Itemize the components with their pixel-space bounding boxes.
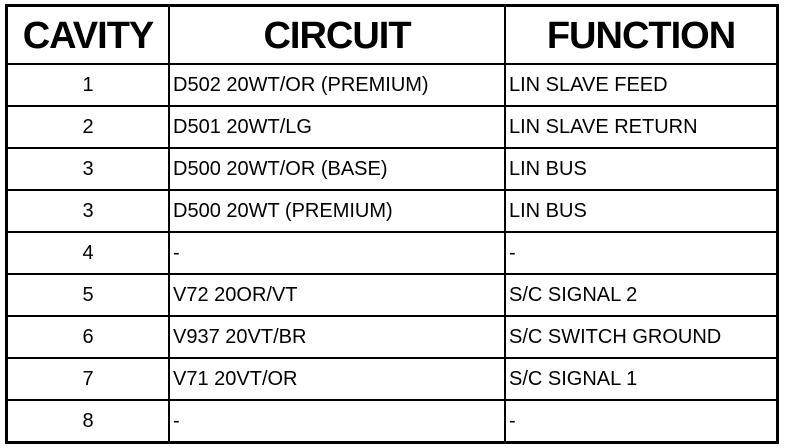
cell-function: - [504, 231, 779, 275]
table-row: 2 D501 20WT/LG LIN SLAVE RETURN [5, 105, 779, 149]
cell-cavity: 5 [5, 273, 170, 317]
header-row: CAVITY CIRCUIT FUNCTION [5, 4, 779, 65]
table-row: 6 V937 20VT/BR S/C SWITCH GROUND [5, 315, 779, 359]
cell-function: S/C SWITCH GROUND [504, 315, 779, 359]
cell-circuit: V937 20VT/BR [168, 315, 506, 359]
cell-circuit: V71 20VT/OR [168, 357, 506, 401]
cell-function: - [504, 399, 779, 444]
table-row: 1 D502 20WT/OR (PREMIUM) LIN SLAVE FEED [5, 63, 779, 107]
cell-function: LIN SLAVE FEED [504, 63, 779, 107]
cell-function: S/C SIGNAL 1 [504, 357, 779, 401]
cell-function: LIN BUS [504, 189, 779, 233]
cell-circuit: D500 20WT (PREMIUM) [168, 189, 506, 233]
table-row: 7 V71 20VT/OR S/C SIGNAL 1 [5, 357, 779, 401]
table-row: 4-- [5, 231, 779, 275]
cell-circuit: V72 20OR/VT [168, 273, 506, 317]
cell-function: S/C SIGNAL 2 [504, 273, 779, 317]
cell-cavity: 4 [5, 231, 170, 275]
cell-cavity: 1 [5, 63, 170, 107]
table-row: 3 D500 20WT/OR (BASE) LIN BUS [5, 147, 779, 191]
table-row: 3 D500 20WT (PREMIUM) LIN BUS [5, 189, 779, 233]
header-function: FUNCTION [504, 4, 779, 65]
header-circuit: CIRCUIT [168, 4, 506, 65]
cell-circuit: D501 20WT/LG [168, 105, 506, 149]
cell-cavity: 3 [5, 189, 170, 233]
table-row: 8-- [5, 399, 779, 444]
cell-circuit: - [168, 399, 506, 444]
table-body: 1 D502 20WT/OR (PREMIUM) LIN SLAVE FEED 2 D5… [5, 63, 779, 444]
cell-cavity: 6 [5, 315, 170, 359]
cell-cavity: 7 [5, 357, 170, 401]
cell-function: LIN SLAVE RETURN [504, 105, 779, 149]
cell-circuit: - [168, 231, 506, 275]
cell-cavity: 3 [5, 147, 170, 191]
cell-circuit: D502 20WT/OR (PREMIUM) [168, 63, 506, 107]
table-row: 5 V72 20OR/VT S/C SIGNAL 2 [5, 273, 779, 317]
cell-circuit: D500 20WT/OR (BASE) [168, 147, 506, 191]
header-cavity: CAVITY [5, 4, 170, 65]
cell-cavity: 8 [5, 399, 170, 444]
connector-pinout-table: CAVITY CIRCUIT FUNCTION 1 D502 20WT/OR (P… [5, 4, 779, 444]
cell-function: LIN BUS [504, 147, 779, 191]
cell-cavity: 2 [5, 105, 170, 149]
